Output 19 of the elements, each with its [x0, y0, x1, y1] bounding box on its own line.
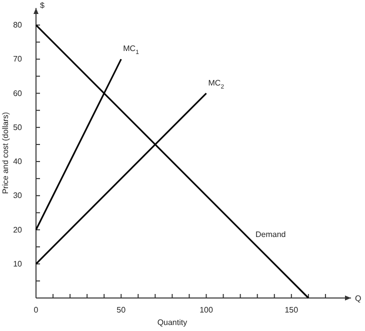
y-tick-label: 70: [13, 54, 23, 64]
y-axis-title: Price and cost (dollars): [1, 112, 10, 194]
y-tick-label: 40: [13, 157, 23, 166]
annotation: $: [40, 1, 45, 10]
text: Q: [355, 294, 362, 303]
x-tick-label: 150: [284, 306, 299, 315]
series-label: Demand: [255, 230, 286, 239]
x-tick-label: 0: [34, 306, 39, 315]
y-tick-label: 20: [13, 225, 23, 234]
y-tick-label: 50: [13, 122, 23, 132]
y-tick-label: 10: [13, 259, 23, 268]
y-tick-label: 60: [13, 88, 23, 98]
x-tick-label: 50: [116, 306, 126, 315]
x-tick-label: 100: [200, 306, 214, 315]
series-label: MC$_{1}$: [123, 44, 140, 56]
x-axis-title: Quantity: [157, 318, 188, 327]
y-tick-label: 30: [13, 191, 23, 200]
series-label: MC$_{2}$: [208, 78, 225, 90]
y-tick-label: 80: [13, 20, 23, 30]
